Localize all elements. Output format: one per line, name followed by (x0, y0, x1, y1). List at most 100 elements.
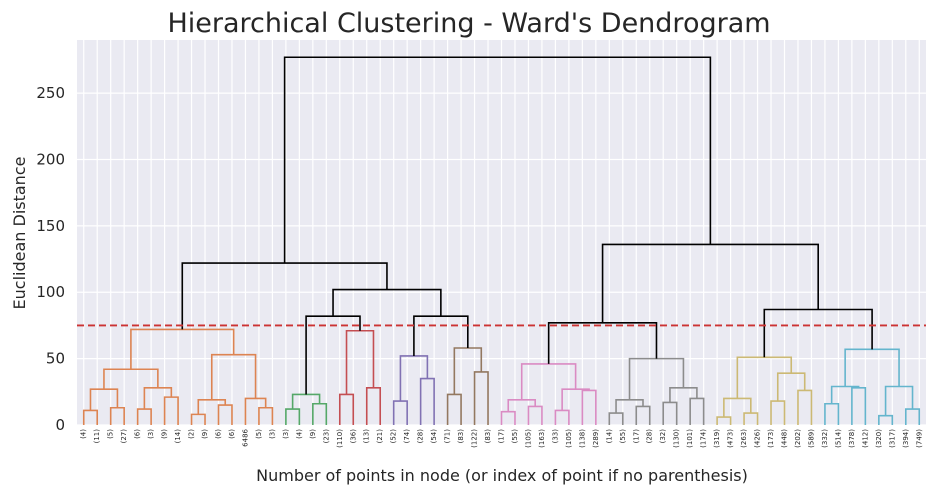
dendrogram-link (615, 398, 644, 414)
x-tick-label: (32) (659, 429, 667, 444)
dendrogram-link (527, 405, 543, 425)
x-tick-label: (5) (107, 429, 115, 439)
x-tick-label: (473) (727, 429, 735, 448)
x-tick-label: (394) (902, 429, 910, 448)
x-tick-label: (71) (444, 429, 452, 444)
x-tick-label: (3) (282, 429, 290, 439)
x-tick-label: (13) (363, 429, 371, 444)
x-tick-label: (101) (686, 429, 694, 448)
y-tick-label: 0 (55, 416, 65, 434)
y-axis-ticks: 0 50 100 150 200 250 (36, 84, 65, 434)
dendrogram-link (312, 402, 328, 425)
x-tick-label: (4) (295, 429, 303, 439)
x-tick-label: (9) (161, 429, 169, 439)
x-tick-label: (9) (309, 429, 317, 439)
x-tick-label: (163) (538, 429, 546, 448)
dendrogram-link (669, 387, 698, 403)
dendrogram-link (878, 414, 894, 425)
x-axis-label: Number of points in node (or index of po… (256, 466, 748, 485)
x-axis-ticks: (4) (11) (5) (27) (6) (3) (9) (14) (2) (9) (6) (6) 6… (80, 428, 924, 447)
x-tick-label: (412) (861, 429, 869, 448)
y-tick-label: 50 (46, 350, 65, 368)
dendrogram-link (473, 371, 489, 425)
dendrogram-link (365, 387, 382, 425)
x-tick-label: (448) (781, 429, 789, 448)
x-tick-label: (21) (376, 429, 384, 444)
x-tick-label: (174) (700, 429, 708, 448)
x-tick-label: (3) (268, 429, 276, 439)
y-axis-label: Euclidean Distance (10, 157, 29, 310)
x-tick-label: (289) (592, 429, 600, 448)
dendrogram-link (635, 405, 651, 425)
x-tick-label: (749) (915, 429, 923, 448)
x-tick-label: (11) (93, 429, 101, 444)
dendrogram-link (285, 408, 301, 425)
dendrogram-link (399, 355, 429, 402)
x-tick-label: (105) (524, 429, 532, 448)
x-tick-label: (28) (646, 429, 654, 444)
dendrogram-link (130, 328, 235, 370)
dendrogram-links (82, 56, 921, 425)
x-tick-label: (514) (834, 429, 842, 448)
x-tick-label: (74) (403, 429, 411, 444)
x-tick-label: (426) (754, 429, 762, 448)
dendrogram-link (797, 389, 813, 425)
x-tick-label: (263) (740, 429, 748, 448)
x-tick-label: (4) (80, 429, 88, 439)
y-tick-label: 250 (36, 84, 65, 102)
x-tick-label: (173) (767, 429, 775, 448)
x-tick-label: (54) (430, 429, 438, 444)
x-tick-label: (55) (619, 429, 627, 444)
dendrogram-link (554, 409, 570, 425)
chart-title: Hierarchical Clustering - Ward's Dendrog… (167, 8, 770, 39)
y-tick-label: 100 (36, 283, 65, 301)
x-tick-label: (14) (174, 429, 182, 444)
x-tick-label: (33) (551, 429, 559, 444)
x-tick-label: (122) (471, 429, 479, 448)
dendrogram-link (581, 389, 597, 425)
x-tick-label: 6486 (241, 428, 249, 446)
dendrogram-link (824, 402, 840, 425)
x-tick-label: (14) (605, 429, 613, 444)
x-tick-label: (83) (457, 429, 465, 444)
dendrogram-link (210, 353, 257, 400)
x-tick-label: (2) (188, 429, 196, 439)
x-tick-label: (110) (336, 429, 344, 448)
dendrogram-link (851, 387, 867, 425)
x-tick-label: (202) (794, 429, 802, 448)
x-tick-label: (3) (147, 429, 155, 439)
x-tick-label: (105) (565, 429, 573, 448)
x-tick-label: (130) (673, 429, 681, 448)
dendrogram-link (844, 348, 900, 387)
x-tick-label: (6) (228, 429, 236, 439)
x-tick-label: (6) (215, 429, 223, 439)
dendrogram-link (136, 408, 152, 425)
dendrogram-link (904, 408, 921, 425)
x-tick-label: (9) (201, 429, 209, 439)
x-tick-label: (23) (322, 429, 330, 444)
y-tick-label: 150 (36, 217, 65, 235)
dendrogram-link (143, 387, 173, 410)
dendrogram-link (547, 321, 658, 364)
dendrogram-link (163, 396, 179, 425)
x-tick-label: (6) (134, 429, 142, 439)
dendrogram-link (338, 393, 355, 425)
dendrogram-link (507, 398, 536, 412)
x-tick-label: (28) (417, 429, 425, 444)
x-tick-label: (36) (349, 429, 357, 444)
x-tick-label: (378) (848, 429, 856, 448)
dendrogram-link (291, 393, 321, 410)
dendrogram-link (743, 412, 759, 425)
dendrogram-link (446, 393, 462, 425)
x-tick-label: (589) (807, 429, 815, 448)
x-tick-label: (138) (578, 429, 586, 448)
dendrogram-link (283, 56, 712, 264)
x-tick-label: (27) (120, 429, 128, 444)
x-tick-label: (83) (484, 429, 492, 444)
dendrogram-link (82, 409, 99, 425)
grid-lines (77, 40, 926, 426)
x-tick-label: (17) (498, 429, 506, 444)
dendrogram-link (608, 412, 624, 425)
x-tick-label: (17) (632, 429, 640, 444)
